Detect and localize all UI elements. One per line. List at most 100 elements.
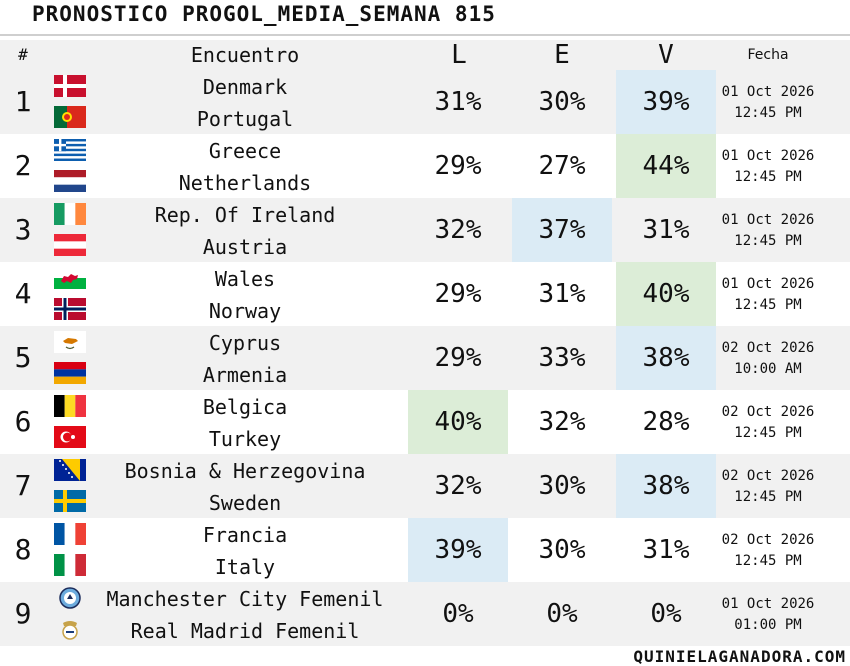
home-team: Greece [208, 139, 282, 163]
pct-empate: 27% [538, 151, 586, 181]
away-team: Real Madrid Femenil [130, 619, 360, 643]
away-team: Norway [208, 299, 282, 323]
home-team: Bosnia & Herzegovina [124, 459, 366, 483]
denmark-flag [54, 75, 86, 97]
row-number: 5 [14, 341, 32, 374]
away-team: Italy [214, 555, 276, 579]
row-number: 6 [14, 405, 32, 438]
cyprus-flag [54, 331, 86, 353]
home-team: Rep. Of Ireland [154, 203, 336, 227]
match-date: 02 Oct 2026 [721, 532, 815, 548]
home-team: Denmark [202, 75, 288, 99]
row-number: 3 [14, 213, 32, 246]
match-time: 12:45 PM [734, 425, 802, 441]
away-team: Portugal [196, 107, 294, 131]
wales-flag [54, 267, 86, 289]
row-number: 8 [14, 533, 32, 566]
greece-flag [54, 139, 86, 161]
pct-empate: 0% [546, 599, 578, 629]
table-row: 3 Rep. Of Ireland Austria 32% 37% 31% 01 Oct 2… [0, 198, 850, 262]
italy-flag [54, 554, 86, 576]
match-time: 12:45 PM [734, 105, 802, 121]
pct-local: 32% [434, 215, 482, 245]
pct-visita: 0% [650, 599, 682, 629]
armenia-flag [54, 362, 86, 384]
header-v: V [658, 40, 674, 70]
pct-local: 0% [442, 599, 474, 629]
pct-visita: 38% [616, 454, 716, 518]
sweden-flag [54, 490, 86, 512]
pct-empate: 30% [538, 471, 586, 501]
table-row: 7 Bosnia & Herzegovina Sweden 32% 30% 38% 02 O… [0, 454, 850, 518]
pct-empate: 32% [538, 407, 586, 437]
pct-visita: 28% [642, 407, 690, 437]
home-team: Belgica [202, 395, 288, 419]
header-num: # [18, 45, 28, 64]
pct-local: 40% [408, 390, 508, 454]
match-time: 12:45 PM [734, 233, 802, 249]
table-row: 2 Greece Netherlands 29% 27% 44% 01 Oct 2026 12… [0, 134, 850, 198]
pct-empate: 30% [538, 535, 586, 565]
table-row: 8 Francia Italy 39% 30% 31% 02 Oct 2026 12:45 P… [0, 518, 850, 582]
pct-empate: 33% [538, 343, 586, 373]
home-team: Wales [214, 267, 276, 291]
header-encuentro: Encuentro [190, 43, 300, 67]
pct-visita: 31% [642, 215, 690, 245]
match-date: 01 Oct 2026 [721, 148, 815, 164]
header-e: E [554, 40, 570, 70]
row-number: 4 [14, 277, 32, 310]
match-date: 02 Oct 2026 [721, 404, 815, 420]
netherlands-flag [54, 170, 86, 192]
portugal-flag [54, 106, 86, 128]
match-date: 01 Oct 2026 [721, 212, 815, 228]
away-team: Turkey [208, 427, 282, 451]
match-date: 02 Oct 2026 [721, 340, 815, 356]
belgium-flag [54, 395, 86, 417]
match-date: 02 Oct 2026 [721, 468, 815, 484]
home-team: Francia [202, 523, 288, 547]
pct-local: 29% [434, 279, 482, 309]
real-madrid-crest-icon [54, 618, 86, 640]
match-date: 01 Oct 2026 [721, 276, 815, 292]
norway-flag [54, 298, 86, 320]
pct-visita: 31% [642, 535, 690, 565]
away-team: Armenia [202, 363, 288, 387]
pct-visita: 40% [616, 262, 716, 326]
match-date: 01 Oct 2026 [721, 596, 815, 612]
pct-visita: 38% [616, 326, 716, 390]
match-time: 12:45 PM [734, 489, 802, 505]
home-team: Cyprus [208, 331, 282, 355]
match-date: 01 Oct 2026 [721, 84, 815, 100]
title-divider [0, 34, 850, 36]
man-city-crest-icon [54, 587, 86, 609]
away-team: Austria [202, 235, 288, 259]
ireland-flag [54, 203, 86, 225]
away-team: Sweden [208, 491, 282, 515]
row-number: 2 [14, 149, 32, 182]
pct-local: 29% [434, 151, 482, 181]
match-time: 12:45 PM [734, 297, 802, 313]
pct-empate: 37% [512, 198, 612, 262]
site-footer: QUINIELAGANADORA.COM [633, 647, 846, 666]
table-row: 1 Denmark Portugal 31% 30% 39% 01 Oct 2026 12:4… [0, 70, 850, 134]
pct-visita: 44% [616, 134, 716, 198]
home-team: Manchester City Femenil [106, 587, 384, 611]
austria-flag [54, 234, 86, 256]
bosnia-flag [54, 459, 86, 481]
pct-visita: 39% [616, 70, 716, 134]
pct-local: 31% [434, 87, 482, 117]
pct-local: 29% [434, 343, 482, 373]
table-row: 5 Cyprus Armenia 29% 33% 38% 02 Oct 2026 10:00 … [0, 326, 850, 390]
table-row: 9 Manchester City Femenil Real Madrid Feme… [0, 582, 850, 646]
pct-local: 39% [408, 518, 508, 582]
table-header: # Encuentro L E V Fecha [0, 40, 850, 70]
pct-empate: 31% [538, 279, 586, 309]
page-title: PRONOSTICO PROGOL_MEDIA_SEMANA 815 [32, 2, 496, 26]
france-flag [54, 523, 86, 545]
match-time: 12:45 PM [734, 553, 802, 569]
table-row: 6 Belgica Turkey 40% 32% 28% 02 Oct 2026 12:45 … [0, 390, 850, 454]
row-number: 9 [14, 597, 32, 630]
match-time: 01:00 PM [734, 617, 802, 633]
row-number: 1 [14, 85, 32, 118]
header-l: L [451, 40, 467, 70]
